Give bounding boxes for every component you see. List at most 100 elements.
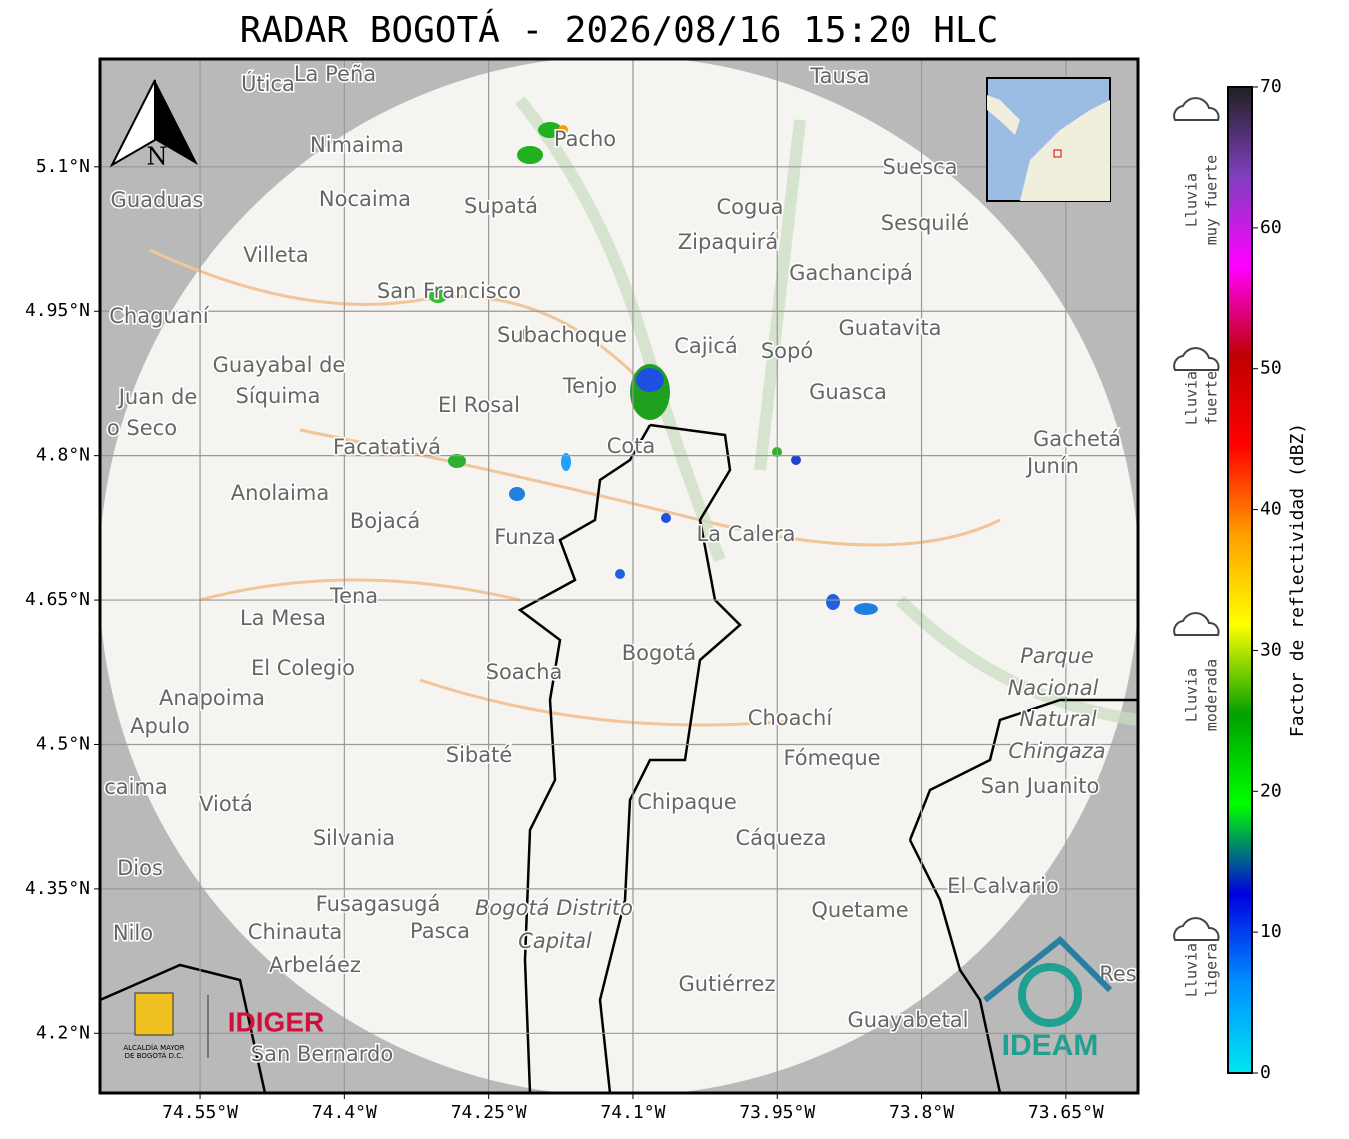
- place-label: Nimaima: [310, 133, 404, 157]
- place-label: Guayabetal: [848, 1008, 969, 1032]
- place-label: Silvania: [313, 826, 395, 850]
- colorbar-tick-label: 30: [1260, 639, 1282, 660]
- place-label: Zipaquirá: [678, 230, 778, 254]
- place-label: El Colegio: [251, 656, 355, 680]
- rain-label: muy fuerte: [1203, 155, 1221, 245]
- weather-icon: [1173, 97, 1220, 121]
- place-label: Guaduas: [111, 188, 204, 212]
- place-label: Sesquilé: [881, 211, 969, 235]
- place-label: Guasca: [809, 380, 887, 404]
- place-label: Gachancipá: [789, 261, 913, 285]
- alcaldia-text: DE BOGOTÁ D.C.: [125, 1051, 184, 1060]
- place-label: La Mesa: [240, 606, 326, 630]
- place-label: Choachí: [748, 706, 834, 730]
- place-label: Apulo: [130, 714, 190, 738]
- place-label: Síquima: [236, 384, 321, 408]
- place-label: Chipaque: [637, 790, 737, 814]
- place-label: San Francisco: [377, 279, 521, 303]
- x-tick-label: 74.25°W: [451, 1102, 527, 1123]
- place-label: caima: [104, 775, 168, 799]
- place-label: Cota: [607, 434, 656, 458]
- place-label: El Rosal: [438, 393, 520, 417]
- x-tick-label: 73.65°W: [1028, 1102, 1104, 1123]
- weather-icon: [1173, 347, 1220, 371]
- place-label: Guayabal de: [213, 353, 346, 377]
- place-label: Arbeláez: [269, 953, 361, 977]
- place-label: Bogotá: [622, 641, 697, 665]
- rain-label: ligera: [1203, 943, 1221, 997]
- place-label: Quetame: [811, 898, 908, 922]
- ideam-text: IDEAM: [1002, 1029, 1099, 1062]
- alcaldia-text: ALCALDÍA MAYOR: [123, 1043, 184, 1052]
- place-label: El Calvario: [947, 874, 1059, 898]
- place-label: Bogotá Distrito: [475, 896, 633, 920]
- colorbar: [1227, 86, 1253, 1074]
- place-label: Suesca: [883, 155, 958, 179]
- y-tick-label: 4.5°N: [36, 733, 90, 754]
- y-tick-label: 5.1°N: [36, 156, 90, 177]
- rain-label: Lluvia: [1183, 173, 1201, 227]
- weather-icon: [1173, 917, 1220, 941]
- place-label: Útica: [241, 71, 295, 96]
- weather-icon: [1173, 612, 1220, 636]
- alcaldia-logo: ALCALDÍA MAYOR DE BOGOTÁ D.C. IDIGER: [123, 992, 324, 1060]
- y-tick-label: 4.35°N: [25, 878, 90, 899]
- x-tick-label: 73.95°W: [739, 1102, 815, 1123]
- colorbar-tick-label: 20: [1260, 780, 1282, 801]
- place-label: Gutiérrez: [679, 972, 776, 996]
- place-label: Bojacá: [350, 509, 420, 533]
- rain-label: Lluvia: [1183, 371, 1201, 425]
- place-label: Guatavita: [839, 316, 942, 340]
- place-label: Nacional: [1008, 676, 1099, 700]
- place-label: Villeta: [243, 243, 308, 267]
- place-label: Nocaima: [319, 187, 411, 211]
- y-tick-label: 4.65°N: [25, 589, 90, 610]
- place-label: Pasca: [410, 919, 470, 943]
- place-label: Tenjo: [562, 374, 617, 398]
- y-tick-label: 4.95°N: [25, 300, 90, 321]
- place-label: Chingaza: [1008, 739, 1105, 763]
- rain-label: moderada: [1203, 659, 1221, 731]
- place-label: Anolaima: [231, 481, 329, 505]
- place-label: Cajicá: [674, 334, 738, 358]
- place-label: Natural: [1019, 707, 1097, 731]
- place-label: Viotá: [199, 792, 253, 816]
- radar-echoes: [429, 122, 878, 615]
- inset-map: [986, 77, 1111, 202]
- place-label: Cáqueza: [736, 826, 827, 850]
- ideam-logo: IDEAM: [983, 935, 1113, 1062]
- place-label: Nilo: [113, 921, 153, 945]
- place-label: o Seco: [107, 416, 177, 440]
- place-label: Tausa: [809, 64, 869, 88]
- colorbar-tick-label: 0: [1260, 1062, 1271, 1083]
- place-label: Subachoque: [497, 323, 627, 347]
- x-tick-label: 74.4°W: [312, 1102, 377, 1123]
- rain-label: Lluvia: [1183, 668, 1201, 722]
- place-label: La Calera: [696, 522, 795, 546]
- place-label: Capital: [518, 929, 592, 953]
- place-label: Tena: [329, 584, 378, 608]
- place-label: Funza: [494, 525, 555, 549]
- colorbar-tick-label: 60: [1260, 217, 1282, 238]
- idiger-logo: IDIGER: [228, 1006, 324, 1037]
- place-label: Pacho: [554, 127, 616, 151]
- place-label: Dios: [117, 856, 163, 880]
- place-label: Junín: [1025, 454, 1079, 478]
- map-frame: [98, 57, 1140, 1095]
- rain-label: fuerte: [1203, 371, 1221, 425]
- place-label: Fusagasugá: [316, 892, 441, 916]
- boundaries: [100, 423, 1138, 1093]
- y-tick-label: 4.8°N: [36, 445, 90, 466]
- colorbar-label: Factor de reflectividad (dBZ): [1287, 423, 1308, 737]
- place-label: San Bernardo: [251, 1042, 393, 1066]
- place-label: Chaguaní: [109, 304, 210, 328]
- place-label: Facatativá: [333, 435, 441, 459]
- place-label: Cogua: [716, 195, 783, 219]
- colorbar-tick-label: 40: [1260, 499, 1282, 520]
- colorbar-tick-label: 50: [1260, 358, 1282, 379]
- roads: [149, 248, 1001, 727]
- title: RADAR BOGOTÁ - 2026/08/16 15:20 HLC: [240, 9, 999, 51]
- rain-label: Lluvia: [1183, 943, 1201, 997]
